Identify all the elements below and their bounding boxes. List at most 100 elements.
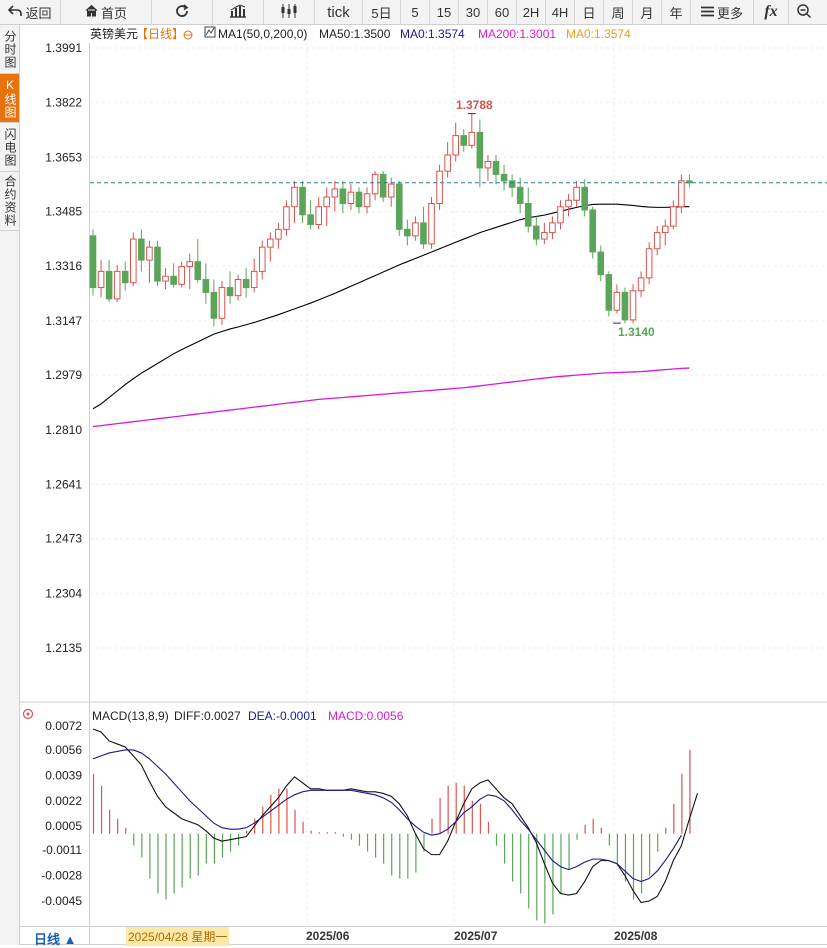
macd-legend-diff: DIFF:0.0027 [174,709,241,723]
more-button[interactable]: 更多 [691,0,754,24]
candle-body [203,279,209,292]
back-arrow-icon [8,5,22,20]
price-axis: 1.39911.38221.36531.34851.33161.31471.29… [45,41,82,655]
period-60min[interactable]: 60 [488,0,517,24]
formula-button[interactable]: fx [754,0,789,24]
candle-body [155,247,161,281]
price-tick-label: 1.3991 [45,41,82,55]
candle-body [259,247,265,271]
date-label-jul: 2025/07 [454,929,497,943]
candle-body [106,271,112,298]
period-4h[interactable]: 4H [546,0,575,24]
period-5day[interactable]: 5日 [363,0,401,24]
candle-body [558,207,564,223]
candle-body [501,174,507,180]
macd-tick-label: -0.0011 [42,843,82,857]
home-icon [85,4,98,20]
period-week[interactable]: 周 [604,0,633,24]
price-tick-label: 1.2473 [45,532,82,546]
candle-body [388,184,394,197]
candle-body [179,267,185,285]
chart-type-button[interactable] [213,0,264,24]
period-tick[interactable]: tick [315,0,363,24]
candle-body [147,247,153,260]
candle-body [614,292,620,310]
candle-body [566,200,572,206]
candle-body [413,223,419,236]
candle-body [630,291,636,320]
zoom-out-icon [796,3,812,22]
candle-body [284,207,290,230]
legend-ma200: MA200:1.3001 [478,27,556,41]
candles [90,114,692,327]
candle-body [227,288,233,296]
price-tick-label: 1.3653 [45,150,82,164]
candle-body [525,203,531,226]
dea-path [93,750,681,882]
candle-body [622,292,628,319]
candle-body [300,187,306,214]
period-2h[interactable]: 2H [517,0,546,24]
kline-chart[interactable]: 1.39911.38221.36531.34851.33161.31471.29… [20,25,827,925]
tab-flash[interactable]: 闪电图 [0,123,19,172]
more-label: 更多 [717,3,743,22]
diff-path [93,729,698,903]
toolbar: 返回 首页 tick 5日 5 15 30 60 2H 4H 日 周 月 年 更… [0,0,827,25]
candlestick-icon [280,4,298,21]
candle-body [477,132,483,168]
candle-body [598,252,604,275]
period-toggle-button[interactable]: 日线 ▲ [34,929,76,948]
candle-body [493,161,499,174]
refresh-icon [174,3,190,22]
refresh-button[interactable] [152,0,213,24]
candle-body [380,174,386,197]
indicator-icon[interactable] [205,27,215,37]
candle-body [243,279,249,287]
candle-body [550,223,556,233]
period-day[interactable]: 日 [575,0,604,24]
ma200-line [93,368,689,427]
candle-body [131,239,137,283]
tab-timeshare[interactable]: 分时图 [0,25,19,74]
candle-body [219,288,225,319]
candle-body [606,275,612,311]
macd-tick-label: 0.0072 [45,719,82,733]
candle-style-button[interactable] [264,0,315,24]
period-30min[interactable]: 30 [459,0,488,24]
candle-body [356,192,362,207]
macd-legend-dea: DEA:-0.0001 [248,709,317,723]
price-tick-label: 1.2304 [45,586,82,600]
tab-kline[interactable]: K线图 [0,74,19,123]
candle-body [429,203,435,243]
back-label: 返回 [25,3,51,22]
home-button[interactable]: 首页 [61,0,152,24]
period-15min[interactable]: 15 [430,0,459,24]
ma50-path [93,204,689,409]
candle-body [163,276,169,281]
candle-body [171,276,177,284]
period-month[interactable]: 月 [633,0,662,24]
legend-ma0-a: MA0:1.3574 [400,27,465,41]
candle-body [114,271,120,298]
candle-body [340,189,346,204]
price-tick-label: 1.2979 [45,368,82,382]
zoom-out-button[interactable] [789,0,819,24]
candle-body [348,192,354,203]
period-5min[interactable]: 5 [401,0,430,24]
candle-body [453,136,459,155]
macd-pane: MACD(13,8,9) DIFF:0.0027 DEA:-0.0001 MAC… [20,702,827,923]
settings-icon[interactable] [184,31,192,39]
back-button[interactable]: 返回 [0,0,61,24]
candle-body [662,226,668,232]
menu-icon [701,5,714,20]
macd-settings-icon[interactable] [24,710,33,719]
tab-contract-info[interactable]: 合约资料 [0,172,19,231]
bar-chart-icon [229,4,247,21]
macd-tick-label: -0.0045 [41,894,82,908]
period-year[interactable]: 年 [662,0,691,24]
cursor-date-label: 2025/04/28 星期一 [126,927,229,946]
candle-body [324,197,330,207]
macd-tick-label: 0.0005 [45,819,82,833]
candle-body [292,187,298,206]
candle-body [276,229,282,239]
